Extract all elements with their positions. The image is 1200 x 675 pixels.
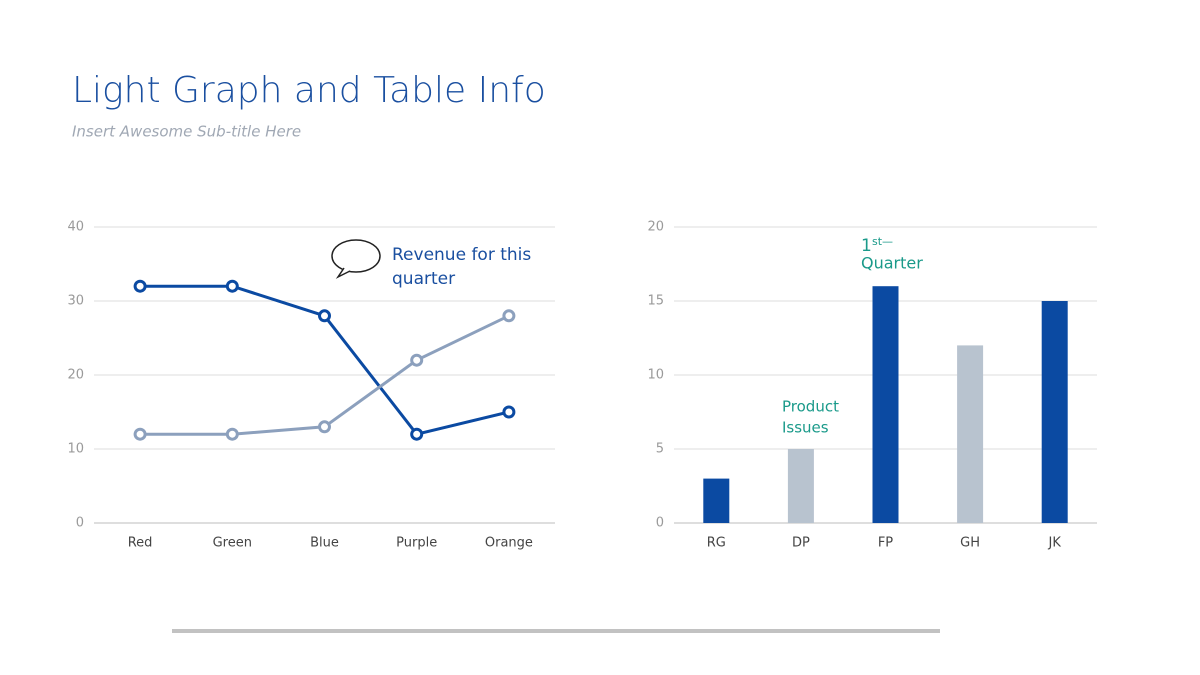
- line: [140, 284, 510, 436]
- x-tick-label: FP: [878, 536, 893, 551]
- y-tick-label: 30: [67, 294, 84, 309]
- x-tick-label: DP: [792, 536, 810, 551]
- y-tick-label: 20: [67, 368, 84, 383]
- point: [410, 427, 424, 441]
- y-tick-label: 0: [656, 516, 664, 531]
- y-tick-label: 10: [67, 442, 84, 457]
- point: [318, 309, 331, 323]
- divider: [172, 629, 940, 633]
- point: [410, 353, 424, 367]
- point: [225, 279, 239, 293]
- x-tick-label: Blue: [310, 536, 339, 551]
- y-tick-label: 15: [647, 294, 664, 309]
- x-tick-label: Purple: [396, 536, 437, 551]
- bar: [703, 478, 730, 523]
- annotation: Quarter: [861, 254, 923, 273]
- bar: [1041, 301, 1068, 523]
- x-tick-label: GH: [960, 536, 980, 551]
- y-tick-label: 20: [647, 220, 664, 235]
- y-tick-label: 5: [656, 442, 664, 457]
- annotation: 1: [861, 236, 872, 256]
- slide-subtitle: Insert Awesome Sub-title Here: [72, 123, 301, 141]
- bar: [787, 449, 814, 523]
- x-tick-label: Green: [213, 536, 252, 551]
- x-tick-label: RG: [707, 536, 726, 551]
- annotation: Revenue for this: [392, 245, 531, 265]
- x-tick-label: JK: [1048, 536, 1062, 551]
- y-tick-label: 40: [67, 220, 84, 235]
- y-tick-label: 10: [647, 368, 664, 383]
- x-tick-label: Red: [128, 536, 153, 551]
- bar: [957, 345, 984, 523]
- annotation: quarter: [392, 269, 455, 289]
- y-tick-label: 0: [76, 516, 84, 531]
- point: [225, 427, 239, 441]
- point: [133, 427, 147, 441]
- annotation: Product: [782, 398, 839, 416]
- point: [133, 279, 147, 293]
- bar: [872, 286, 899, 523]
- point: [318, 420, 331, 434]
- x-tick-label: Orange: [485, 536, 533, 551]
- point: [502, 405, 516, 419]
- annotation: st—: [872, 235, 893, 248]
- annotation: Issues: [782, 419, 829, 437]
- speech-bubble: [331, 239, 381, 279]
- slide-title: Light Graph and Table Info: [72, 70, 546, 111]
- point: [502, 309, 516, 323]
